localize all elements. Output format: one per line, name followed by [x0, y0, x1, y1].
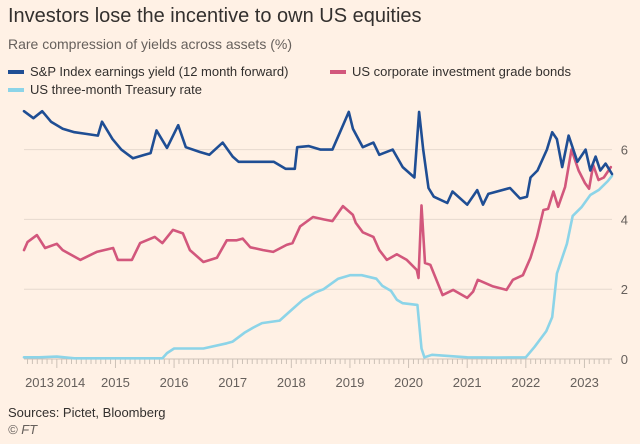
legend-label: US three-month Treasury rate: [30, 82, 202, 97]
legend-item-corporate-bonds: US corporate investment grade bonds: [330, 64, 571, 79]
x-tick-label: 2014: [56, 375, 85, 390]
legend-item-sp-earnings-yield: S&P Index earnings yield (12 month forwa…: [8, 64, 288, 79]
x-tick-label: 2020: [394, 375, 423, 390]
sources-note: Sources: Pictet, Bloomberg: [8, 405, 166, 420]
x-tick-label: 2022: [511, 375, 540, 390]
x-tick-label: 2017: [218, 375, 247, 390]
y-tick-label: 0: [621, 352, 628, 367]
x-tick-label: 2016: [160, 375, 189, 390]
legend-label: US corporate investment grade bonds: [352, 64, 571, 79]
legend-swatch-icon: [8, 69, 24, 74]
legend-label: S&P Index earnings yield (12 month forwa…: [30, 64, 289, 79]
x-tick-label: 2021: [453, 375, 482, 390]
x-tick-label: 2015: [101, 375, 130, 390]
ft-copyright: © FT: [8, 422, 38, 437]
series-line-sp-earnings-yield: [22, 109, 614, 206]
x-tick-label: 2019: [335, 375, 364, 390]
y-tick-label: 4: [621, 212, 628, 227]
x-tick-label: 2018: [277, 375, 306, 390]
series-line-corporate-bonds: [22, 148, 613, 300]
legend-swatch-icon: [8, 87, 24, 92]
y-tick-label: 2: [621, 282, 628, 297]
y-tick-label: 6: [621, 143, 628, 158]
legend-item-treasury: US three-month Treasury rate: [8, 82, 202, 97]
series-line-treasury: [22, 174, 614, 360]
chart-subtitle: Rare compression of yields across assets…: [8, 36, 292, 52]
legend-swatch-icon: [330, 69, 346, 74]
x-tick-label: 2023: [570, 375, 599, 390]
x-tick-label: 2013: [25, 375, 54, 390]
chart-title: Investors lose the incentive to own US e…: [8, 5, 422, 27]
